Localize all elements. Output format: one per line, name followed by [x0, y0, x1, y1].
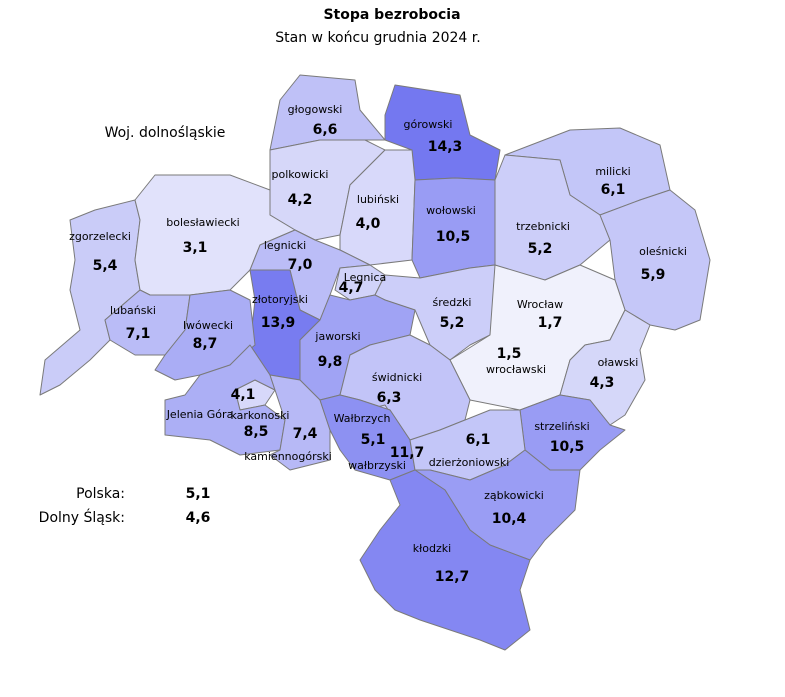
- region-name: złotoryjski: [252, 293, 308, 306]
- region-name: jaworski: [314, 330, 360, 343]
- region-value: 7,4: [293, 426, 318, 442]
- region-value: 3,1: [183, 240, 208, 256]
- region-name: zgorzelecki: [69, 230, 131, 243]
- region-value: 1,5: [497, 346, 522, 362]
- region: [269, 74, 386, 151]
- region-name: wałbrzyski: [348, 459, 406, 472]
- region-name: lubański: [110, 304, 156, 317]
- region-name: karkonoski: [230, 409, 289, 422]
- region-value: 7,0: [288, 257, 313, 273]
- region-value: 9,8: [318, 354, 343, 370]
- region-name: oleśnicki: [639, 245, 687, 258]
- region-name: dzierżoniowski: [429, 456, 510, 469]
- region-value: 6,1: [466, 432, 491, 448]
- region-value: 6,3: [377, 390, 402, 406]
- region-name: Wrocław: [517, 298, 563, 311]
- region-name: kłodzki: [413, 542, 451, 555]
- summary-value: 5,1: [186, 486, 211, 502]
- region-value: 8,5: [244, 424, 269, 440]
- region-name: średzki: [433, 296, 472, 309]
- region-value: 4,3: [590, 375, 615, 391]
- region: [559, 309, 651, 426]
- region: [164, 344, 286, 456]
- map-subtitle: Stan w końcu grudnia 2024 r.: [275, 30, 480, 46]
- region-value: 6,1: [601, 182, 626, 198]
- region: [411, 177, 496, 279]
- region-value: 5,2: [440, 315, 465, 331]
- region-value: 5,1: [361, 432, 386, 448]
- region-value: 10,4: [492, 511, 527, 527]
- region-value: 4,1: [231, 387, 256, 403]
- region-value: 4,7: [339, 280, 364, 296]
- region-name: Wałbrzych: [334, 412, 391, 425]
- region-name: strzeliński: [534, 420, 589, 433]
- region-name: Jelenia Góra: [166, 408, 234, 421]
- map-title: Stopa bezrobocia: [323, 7, 460, 23]
- region-name: górowski: [404, 118, 453, 131]
- region-name: ząbkowicki: [484, 489, 544, 502]
- region-label: Woj. dolnośląskie: [105, 125, 226, 141]
- region-value: 5,2: [528, 241, 553, 257]
- region-value: 12,7: [435, 569, 470, 585]
- summary-name: Polska:: [76, 486, 125, 502]
- region-value: 8,7: [193, 336, 218, 352]
- region-value: 4,0: [356, 216, 381, 232]
- region-value: 6,6: [313, 122, 338, 138]
- summary-name: Dolny Śląsk:: [39, 508, 125, 526]
- region-value: 10,5: [436, 229, 471, 245]
- region-name: wrocławski: [486, 363, 546, 376]
- region-value: 13,9: [261, 315, 296, 331]
- region-value: 1,7: [538, 315, 563, 331]
- region-name: milicki: [595, 165, 630, 178]
- region-name: legnicki: [264, 239, 306, 252]
- region-value: 7,1: [126, 326, 151, 342]
- region-name: kamiennogórski: [244, 450, 332, 463]
- region-value: 4,2: [288, 192, 313, 208]
- region-value: 10,5: [550, 439, 585, 455]
- region-value: 14,3: [428, 139, 463, 155]
- region-name: trzebnicki: [516, 220, 570, 233]
- region-name: bolesławiecki: [166, 216, 239, 229]
- summary-value: 4,6: [186, 510, 211, 526]
- region-name: lwówecki: [183, 319, 233, 332]
- region-name: głogowski: [288, 103, 343, 116]
- region-name: świdnicki: [372, 371, 422, 384]
- region-name: polkowicki: [271, 168, 328, 181]
- region: [269, 374, 331, 471]
- region: [359, 469, 531, 651]
- region-value: 5,9: [641, 267, 666, 283]
- region-value: 5,4: [93, 258, 118, 274]
- region-name: wołowski: [426, 204, 476, 217]
- region-value: 11,7: [390, 445, 425, 461]
- region-name: lubiński: [357, 193, 399, 206]
- region-name: oławski: [598, 356, 639, 369]
- region-name: Legnica: [344, 271, 387, 284]
